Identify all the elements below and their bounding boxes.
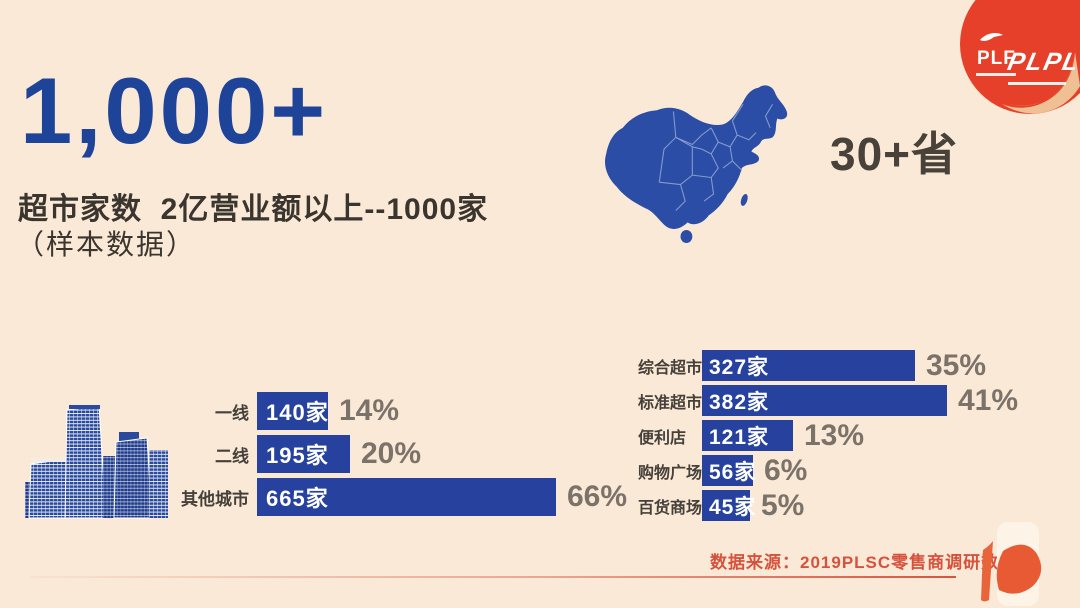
bar: 140家 (257, 392, 328, 430)
bar-category-label: 一线 (215, 403, 249, 423)
bar-value-label: 121家 (709, 425, 770, 449)
plf-sticker-logo (960, 0, 1080, 114)
store-format-bar-chart: 综合超市 327家 35% 标准超市 382家 41% 便利店 121家 13% 购物广场 56家 6… (638, 348, 1019, 525)
bar-percent-label: 41% (958, 383, 1019, 417)
bar-row: 二线 195家 20% (178, 435, 627, 473)
data-source-note: 数据来源：2019PLSC零售商调研数据 (710, 553, 1018, 572)
bar-row: 便利店 121家 13% (638, 418, 1018, 452)
bar-row: 标准超市 382家 41% (638, 383, 1019, 417)
bar-category-label: 二线 (215, 446, 249, 466)
bar-value-label: 665家 (266, 486, 329, 511)
city-buildings-illustration (25, 405, 168, 519)
bar-percent-label: 66% (567, 480, 628, 513)
bar-percent-label: 13% (804, 418, 865, 452)
china-map (605, 85, 788, 243)
bar-percent-label: 14% (339, 394, 400, 427)
bar-value-label: 327家 (709, 355, 770, 379)
bar-row: 综合超市 327家 35% (638, 348, 1018, 382)
bar-row: 购物广场 56家 6% (638, 453, 1018, 487)
sample-note: （样本数据） (16, 229, 197, 260)
bar-row: 百货商场 45家 5% (638, 488, 1018, 522)
bar-percent-label: 20% (361, 437, 422, 470)
bar-category-label: 其他城市 (181, 489, 249, 509)
provinces-count: 30+省 (830, 128, 959, 180)
bar-percent-label: 6% (764, 453, 808, 487)
logo-plpl-text: PLPL (1005, 48, 1080, 76)
bar-value-label: 45家 (709, 495, 757, 519)
bar-value-label: 382家 (709, 390, 770, 414)
bar-value-label: 140家 (266, 400, 329, 425)
bar: 56家 (702, 455, 757, 486)
bar-category-label: 便利店 (638, 429, 687, 447)
bird-icon (980, 32, 1003, 41)
bar-category-label: 综合超市 (638, 359, 703, 377)
bar: 45家 (702, 490, 755, 521)
bar-value-label: 195家 (266, 443, 329, 468)
bar: 327家 (702, 350, 915, 381)
logo-plf-tagline (976, 73, 1016, 76)
bar: 665家 (257, 478, 556, 516)
bar: 382家 (702, 385, 947, 416)
bar: 195家 (257, 435, 350, 473)
bar-row: 其他城市 665家 66% (178, 478, 627, 516)
slide-subtitle: 超市家数 2亿营业额以上--1000家 (18, 193, 489, 226)
bar: 121家 (702, 420, 793, 451)
bar-category-label: 购物广场 (638, 464, 703, 482)
bar-value-label: 56家 (709, 460, 757, 484)
brand-watermark (981, 522, 1042, 606)
footer-divider (30, 576, 956, 578)
city-tier-bar-chart: 一线 140家 14% 二线 195家 20% 其他城市 665家 66% (178, 392, 627, 521)
bar-row: 一线 140家 14% (178, 392, 627, 430)
bar-percent-label: 5% (761, 488, 805, 522)
logo-plf-text: PLF (977, 48, 1016, 69)
bar-percent-label: 35% (926, 348, 987, 382)
big-number: 1,000+ (20, 58, 329, 163)
logo-plpl-tagline (1008, 82, 1066, 85)
bar-category-label: 标准超市 (638, 394, 703, 412)
bar-category-label: 百货商场 (638, 499, 703, 517)
